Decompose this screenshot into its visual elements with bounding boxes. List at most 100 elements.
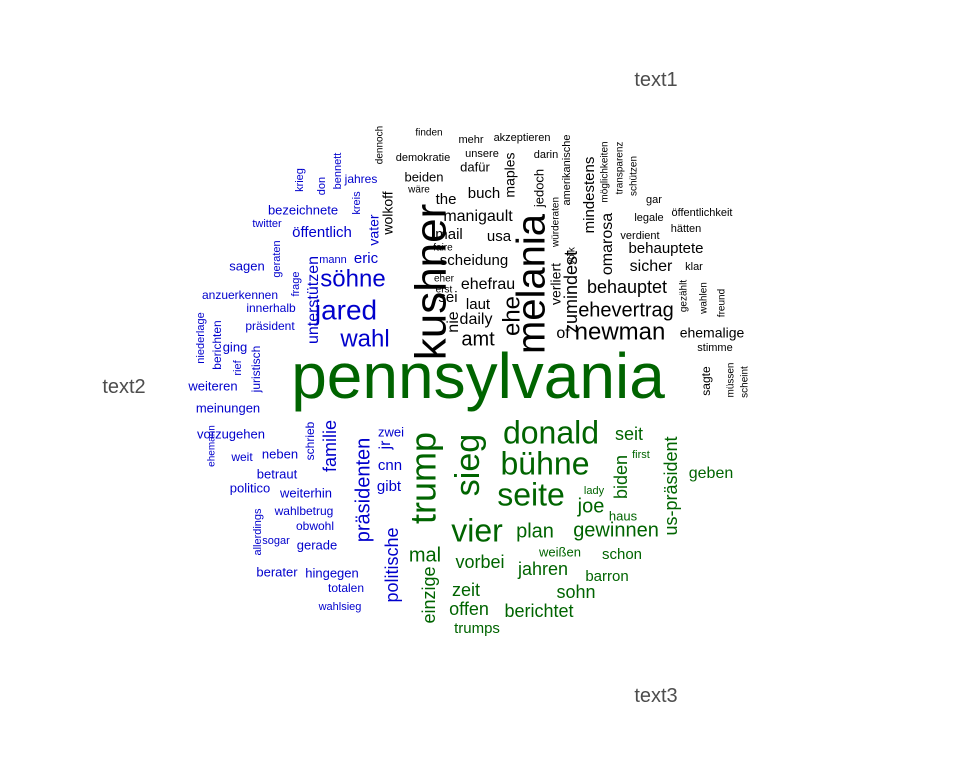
word-text3: einzige <box>419 566 439 623</box>
word-text3: pennsylvania <box>291 340 665 412</box>
word-text1: amt <box>461 328 495 350</box>
word-text1: erst <box>436 285 453 296</box>
word-text1: scheidung <box>440 252 508 269</box>
word-text2: juristisch <box>249 346 263 394</box>
word-text1: ehemalige <box>680 325 745 341</box>
word-text3: mal <box>409 544 441 566</box>
word-text1: sei <box>438 289 457 306</box>
word-text1: melania <box>510 213 554 354</box>
word-text1: beiden <box>404 169 443 184</box>
word-text2: eric <box>354 250 379 267</box>
word-text2: schrieb <box>303 421 317 460</box>
group-label-text1: text1 <box>634 69 677 91</box>
word-text2: betraut <box>257 466 298 481</box>
word-text1: scheint <box>740 366 751 398</box>
word-text2: innerhalb <box>246 301 296 315</box>
word-text1: ehe <box>498 296 525 336</box>
word-text2: unterstützen <box>305 256 322 344</box>
word-text1: zumindest <box>561 251 581 333</box>
word-text3: sohn <box>556 582 595 602</box>
word-text3: gewinnen <box>573 519 659 541</box>
word-text2: jared <box>314 294 377 325</box>
word-text1: verliert <box>548 263 564 305</box>
word-text2: twitter <box>252 218 282 230</box>
word-text1: maples <box>502 152 518 197</box>
word-text2: berichten <box>210 320 224 369</box>
word-text2: zwei <box>378 424 404 439</box>
word-text2: söhne <box>320 265 385 292</box>
word-text1: legale <box>634 212 663 224</box>
word-text1: gezählt <box>679 280 690 312</box>
word-text2: jahres <box>344 172 378 186</box>
word-text2: öffentlich <box>292 224 352 241</box>
word-text2: hingegen <box>305 565 359 580</box>
word-text1: newman <box>575 318 666 345</box>
word-text1: daily <box>460 311 493 328</box>
word-text1: unsere <box>465 148 499 160</box>
word-text1: wäre <box>407 185 430 196</box>
word-text1: mail <box>435 226 463 243</box>
word-text2: bezeichnete <box>268 202 338 217</box>
word-text3: biden <box>611 455 631 499</box>
word-text1: gar <box>646 194 662 206</box>
word-text2: ehemann <box>207 425 218 467</box>
word-text2: vorzugehen <box>197 426 265 441</box>
word-text2: allerdings <box>252 508 264 556</box>
word-text3: trumps <box>454 620 500 637</box>
word-text2: geraten <box>271 240 283 277</box>
word-text2: präsident <box>245 319 295 333</box>
word-text1: of <box>556 325 570 342</box>
word-text1: mehr <box>458 134 483 146</box>
word-text2: krieg <box>294 168 306 192</box>
word-text1: öffentlichkeit <box>672 207 733 219</box>
word-text1: stimme <box>697 342 732 354</box>
word-layer: kushner melania newmanehevertragbehauptete… <box>187 126 750 637</box>
word-text1: freund <box>717 289 728 317</box>
word-text1: laut <box>466 296 491 313</box>
word-text2: cnn <box>378 457 402 474</box>
word-text1: amerikanische <box>561 135 573 206</box>
word-text1: manigault <box>443 208 513 225</box>
word-text2: familie <box>320 420 340 472</box>
word-text3: weißen <box>538 544 581 559</box>
word-text1: sicher <box>630 258 673 275</box>
word-text1: akzeptieren <box>494 132 551 144</box>
word-text3: berichtet <box>504 601 573 621</box>
word-text2: wahl <box>339 325 389 352</box>
word-text2: berater <box>256 564 298 579</box>
group-label-text2: text2 <box>102 376 145 398</box>
word-text2: weiteren <box>187 378 237 393</box>
word-text1: finden <box>415 128 442 139</box>
word-text3: bühne <box>501 445 590 481</box>
word-text1: jedoch <box>531 169 546 208</box>
group-label-text3: text3 <box>634 685 677 707</box>
word-text1: ehefrau <box>461 276 515 293</box>
word-text3: jahren <box>517 559 568 579</box>
word-text3: first <box>632 449 650 461</box>
word-text2: rief <box>232 359 244 375</box>
word-text2: jr <box>377 440 394 451</box>
word-text1: darin <box>534 149 558 161</box>
word-text1: kushner <box>407 204 456 361</box>
word-text3: geben <box>689 465 734 482</box>
word-text2: gibt <box>377 478 402 495</box>
word-text3: donald <box>503 414 599 450</box>
word-text3: offen <box>449 599 489 619</box>
word-text1: klar <box>685 261 703 273</box>
word-text1: omarosa <box>599 213 616 275</box>
word-text1: wahlen <box>699 282 710 315</box>
word-text2: obwohl <box>296 519 334 533</box>
word-text1: sagte <box>699 366 713 396</box>
word-text2: mann <box>319 254 347 266</box>
word-text1: würderaten <box>551 197 562 248</box>
word-text2: sogar <box>262 535 290 547</box>
word-text2: politico <box>230 480 270 495</box>
word-text2: sagen <box>229 258 264 273</box>
word-text3: sieg <box>449 434 487 496</box>
word-text2: präsidenten <box>352 438 374 543</box>
word-text2: vater <box>366 214 382 245</box>
word-text3: schon <box>602 546 642 563</box>
word-text1: transparenz <box>615 142 626 195</box>
word-text2: weiterhin <box>279 485 332 500</box>
word-text3: us-präsident <box>661 436 681 535</box>
